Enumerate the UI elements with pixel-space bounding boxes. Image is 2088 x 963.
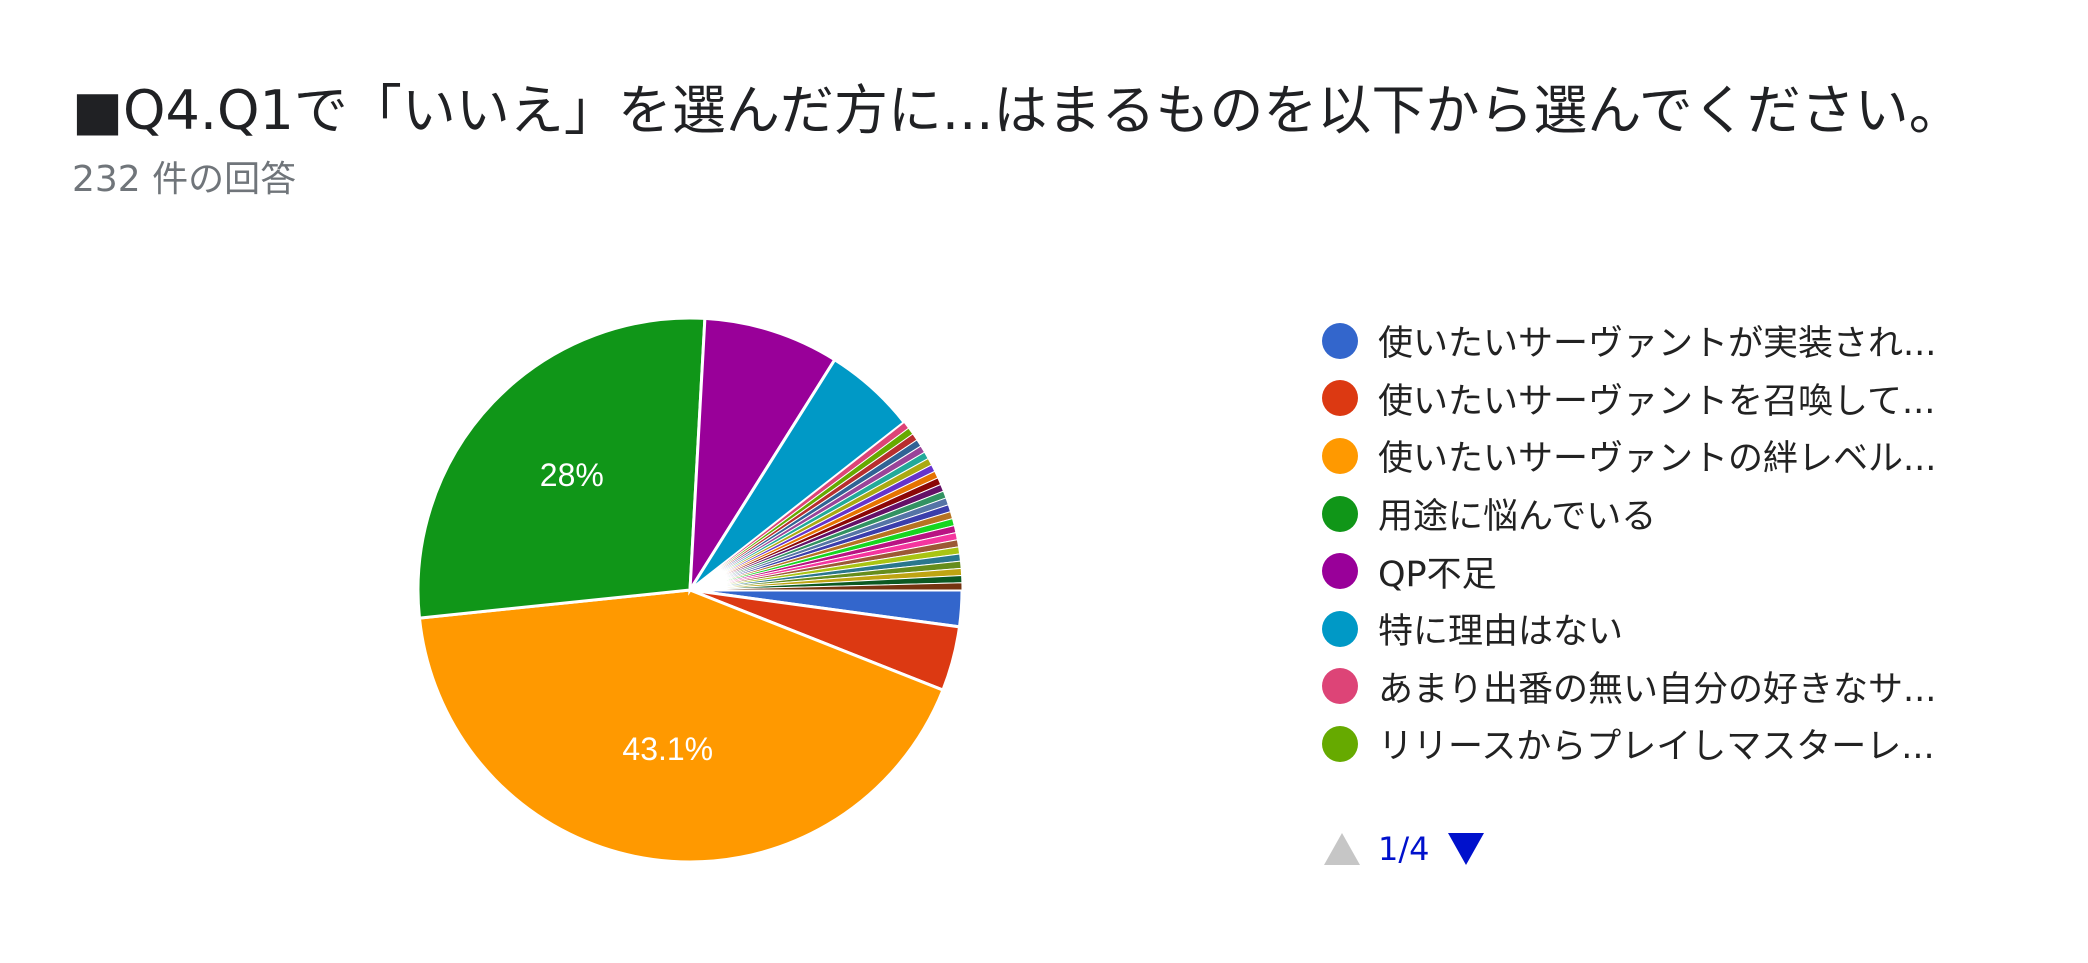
legend-item[interactable]: リリースからプレイしマスターレ... — [1322, 715, 2062, 773]
legend-item[interactable]: 用途に悩んでいる — [1322, 485, 2062, 543]
legend-label: QP不足 — [1378, 554, 1497, 595]
legend-label: 特に理由はない — [1378, 612, 1624, 653]
legend-dot-icon — [1322, 725, 1358, 762]
legend-item[interactable]: あまり出番の無い自分の好きなサ... — [1322, 658, 2062, 716]
legend-label: 使いたいサーヴァントを召喚して... — [1378, 381, 1936, 422]
pie-slice-4[interactable] — [688, 316, 837, 596]
legend-dot-icon — [1322, 322, 1358, 359]
legend-dot-icon — [1322, 668, 1358, 705]
legend-item[interactable]: 特に理由はない — [1322, 600, 2062, 658]
legend-label: 用途に悩んでいる — [1378, 497, 1657, 538]
pie-slice-30[interactable] — [689, 582, 963, 591]
legend-label: あまり出番の無い自分の好きなサ... — [1378, 669, 1937, 710]
legend-dot-icon — [1322, 553, 1358, 590]
legend-dot-icon — [1322, 610, 1358, 647]
legend-dot-icon — [1322, 437, 1358, 474]
response-count: 232 件の回答 — [72, 159, 297, 200]
legend-label: 使いたいサーヴァントの絆レベル... — [1378, 439, 1937, 480]
legend-item[interactable]: 使いたいサーヴァントが実装され... — [1322, 312, 2062, 370]
chart-title: ■Q4.Q1で「いいえ」を選んだ方に...はまるものを以下から選んでください。 — [72, 79, 1963, 142]
legend-pager: 1/4 — [1324, 824, 1484, 874]
page-indicator: 1/4 — [1378, 830, 1430, 868]
next-page-icon[interactable] — [1447, 833, 1484, 865]
pie-slice-2[interactable] — [417, 588, 945, 864]
legend-item[interactable]: 使いたいサーヴァントを召喚して... — [1322, 370, 2062, 428]
chart-legend: 使いたいサーヴァントが実装され... 使いたいサーヴァントを召喚して... 使い… — [1322, 312, 2062, 773]
pie-slice-3[interactable] — [416, 316, 707, 620]
legend-item[interactable]: QP不足 — [1322, 542, 2062, 600]
legend-label: リリースからプレイしマスターレ... — [1378, 727, 1935, 768]
slice-data-label: 28% — [540, 457, 604, 493]
legend-label: 使いたいサーヴァントが実装され... — [1378, 324, 1937, 365]
slice-data-label: 43.1% — [622, 731, 713, 767]
legend-dot-icon — [1322, 495, 1358, 532]
legend-dot-icon — [1322, 380, 1358, 417]
legend-item[interactable]: 使いたいサーヴァントの絆レベル... — [1322, 427, 2062, 485]
previous-page-icon[interactable] — [1324, 833, 1360, 865]
